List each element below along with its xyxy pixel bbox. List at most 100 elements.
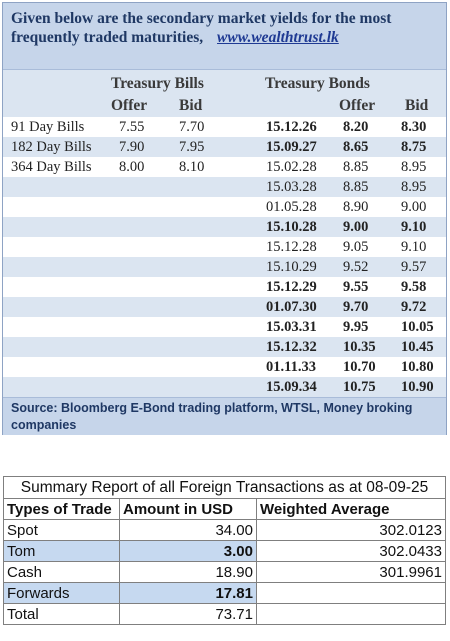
bill-name: 182 Day Bills [11, 139, 92, 155]
bill-bid: 7.95 [179, 139, 205, 155]
bond-bid: 8.95 [401, 179, 427, 195]
bond-offer: 8.85 [343, 179, 369, 195]
table-row: Cash 18.90 301.9961 [3, 561, 446, 583]
bond-offer: 9.95 [343, 319, 369, 335]
bond-maturity: 15.10.28 [266, 219, 317, 235]
panel-header: Given below are the secondary market yie… [3, 3, 446, 70]
trade-type: Forwards [3, 582, 120, 604]
bond-offer: 8.20 [343, 119, 369, 135]
bill-offer: 8.00 [119, 159, 145, 175]
bond-bid: 9.10 [401, 219, 427, 235]
bill-bid: 7.70 [179, 119, 205, 135]
yield-row: 364 Day Bills 8.00 8.10 15.02.28 8.85 8.95 [3, 157, 446, 177]
summary-title: Summary Report of all Foreign Transactio… [3, 476, 446, 499]
bond-bid: 8.95 [401, 159, 427, 175]
trade-type: Spot [3, 519, 120, 541]
headline: Given below are the secondary market yie… [11, 9, 436, 47]
table-row: Forwards 17.81 [3, 582, 446, 604]
yield-row: 91 Day Bills 7.55 7.70 15.12.26 8.20 8.30 [3, 117, 446, 137]
trade-weighted-average [256, 603, 446, 625]
trade-amount: 18.90 [119, 561, 257, 583]
trade-amount: 73.71 [119, 603, 257, 625]
bond-maturity: 01.05.28 [266, 199, 317, 215]
bond-bid: 8.30 [401, 119, 427, 135]
treasury-bonds-title: Treasury Bonds [265, 75, 370, 92]
treasury-bills-title: Treasury Bills [111, 75, 204, 92]
bond-maturity: 15.09.27 [266, 139, 317, 155]
bond-offer: 9.52 [343, 259, 369, 275]
bill-name: 91 Day Bills [11, 119, 85, 135]
trade-weighted-average: 302.0433 [256, 540, 446, 562]
bond-offer: 10.75 [343, 379, 376, 395]
yield-row: 01.11.33 10.70 10.80 [3, 357, 446, 377]
header-weighted-average: Weighted Average [256, 498, 446, 520]
bond-bid: 9.72 [401, 299, 427, 315]
bills-bid-header: Bid [179, 97, 203, 114]
bond-maturity: 15.10.29 [266, 259, 317, 275]
bond-maturity: 15.12.29 [266, 279, 317, 295]
trade-weighted-average: 302.0123 [256, 519, 446, 541]
table-row: Tom 3.00 302.0433 [3, 540, 446, 562]
header-amount-usd: Amount in USD [119, 498, 257, 520]
bond-maturity: 15.12.26 [266, 119, 317, 135]
yield-row: 01.07.30 9.70 9.72 [3, 297, 446, 317]
trade-type: Cash [3, 561, 120, 583]
bond-bid: 10.90 [401, 379, 434, 395]
bond-offer: 9.55 [343, 279, 369, 295]
bill-offer: 7.55 [119, 119, 145, 135]
yield-row: 15.12.28 9.05 9.10 [3, 237, 446, 257]
yield-row: 182 Day Bills 7.90 7.95 15.09.27 8.65 8.75 [3, 137, 446, 157]
trade-type: Tom [3, 540, 120, 562]
yield-row: 15.09.34 10.75 10.90 [3, 377, 446, 397]
yield-row: 01.05.28 8.90 9.00 [3, 197, 446, 217]
trade-amount: 17.81 [119, 582, 257, 604]
bond-maturity: 15.03.28 [266, 179, 317, 195]
headline-text: Given below are the secondary market yie… [11, 10, 392, 46]
bond-maturity: 15.12.32 [266, 339, 317, 355]
bill-bid: 8.10 [179, 159, 205, 175]
bonds-bid-header: Bid [405, 97, 429, 114]
bill-name: 364 Day Bills [11, 159, 92, 175]
yields-panel: Given below are the secondary market yie… [2, 2, 447, 435]
bond-maturity: 15.12.28 [266, 239, 317, 255]
bond-maturity: 15.02.28 [266, 159, 317, 175]
header-types-of-trade: Types of Trade [3, 498, 120, 520]
bond-bid: 9.00 [401, 199, 427, 215]
bond-offer: 8.85 [343, 159, 369, 175]
wealthtrust-link[interactable]: www.wealthtrust.lk [217, 29, 339, 46]
trade-amount: 3.00 [119, 540, 257, 562]
bills-offer-header: Offer [111, 97, 148, 114]
bond-bid: 8.75 [401, 139, 427, 155]
bond-offer: 10.70 [343, 359, 376, 375]
bond-offer: 9.00 [343, 219, 369, 235]
yield-row: 15.12.29 9.55 9.58 [3, 277, 446, 297]
bond-bid: 10.05 [401, 319, 434, 335]
trade-amount: 34.00 [119, 519, 257, 541]
foreign-transactions-table: Summary Report of all Foreign Transactio… [3, 476, 446, 625]
trade-weighted-average [256, 582, 446, 604]
bond-bid: 9.58 [401, 279, 427, 295]
trade-type: Total [3, 603, 120, 625]
bill-offer: 7.90 [119, 139, 145, 155]
bond-maturity: 15.03.31 [266, 319, 317, 335]
yield-row: 15.12.32 10.35 10.45 [3, 337, 446, 357]
bond-bid: 10.45 [401, 339, 434, 355]
bond-bid: 9.10 [401, 239, 427, 255]
yield-row: 15.03.28 8.85 8.95 [3, 177, 446, 197]
yield-row: 15.03.31 9.95 10.05 [3, 317, 446, 337]
bond-offer: 9.70 [343, 299, 369, 315]
bond-maturity: 15.09.34 [266, 379, 317, 395]
bond-offer: 10.35 [343, 339, 376, 355]
bonds-offer-header: Offer [339, 97, 376, 114]
table-row: Total 73.71 [3, 603, 446, 625]
bond-offer: 8.90 [343, 199, 369, 215]
bond-bid: 9.57 [401, 259, 427, 275]
yield-row: 15.10.28 9.00 9.10 [3, 217, 446, 237]
bond-maturity: 01.07.30 [266, 299, 317, 315]
bond-maturity: 01.11.33 [266, 359, 316, 375]
trade-weighted-average: 301.9961 [256, 561, 446, 583]
table-row: Spot 34.00 302.0123 [3, 519, 446, 541]
source-note: Source: Bloomberg E-Bond trading platfor… [3, 397, 446, 435]
bond-offer: 8.65 [343, 139, 369, 155]
yield-row: 15.10.29 9.52 9.57 [3, 257, 446, 277]
